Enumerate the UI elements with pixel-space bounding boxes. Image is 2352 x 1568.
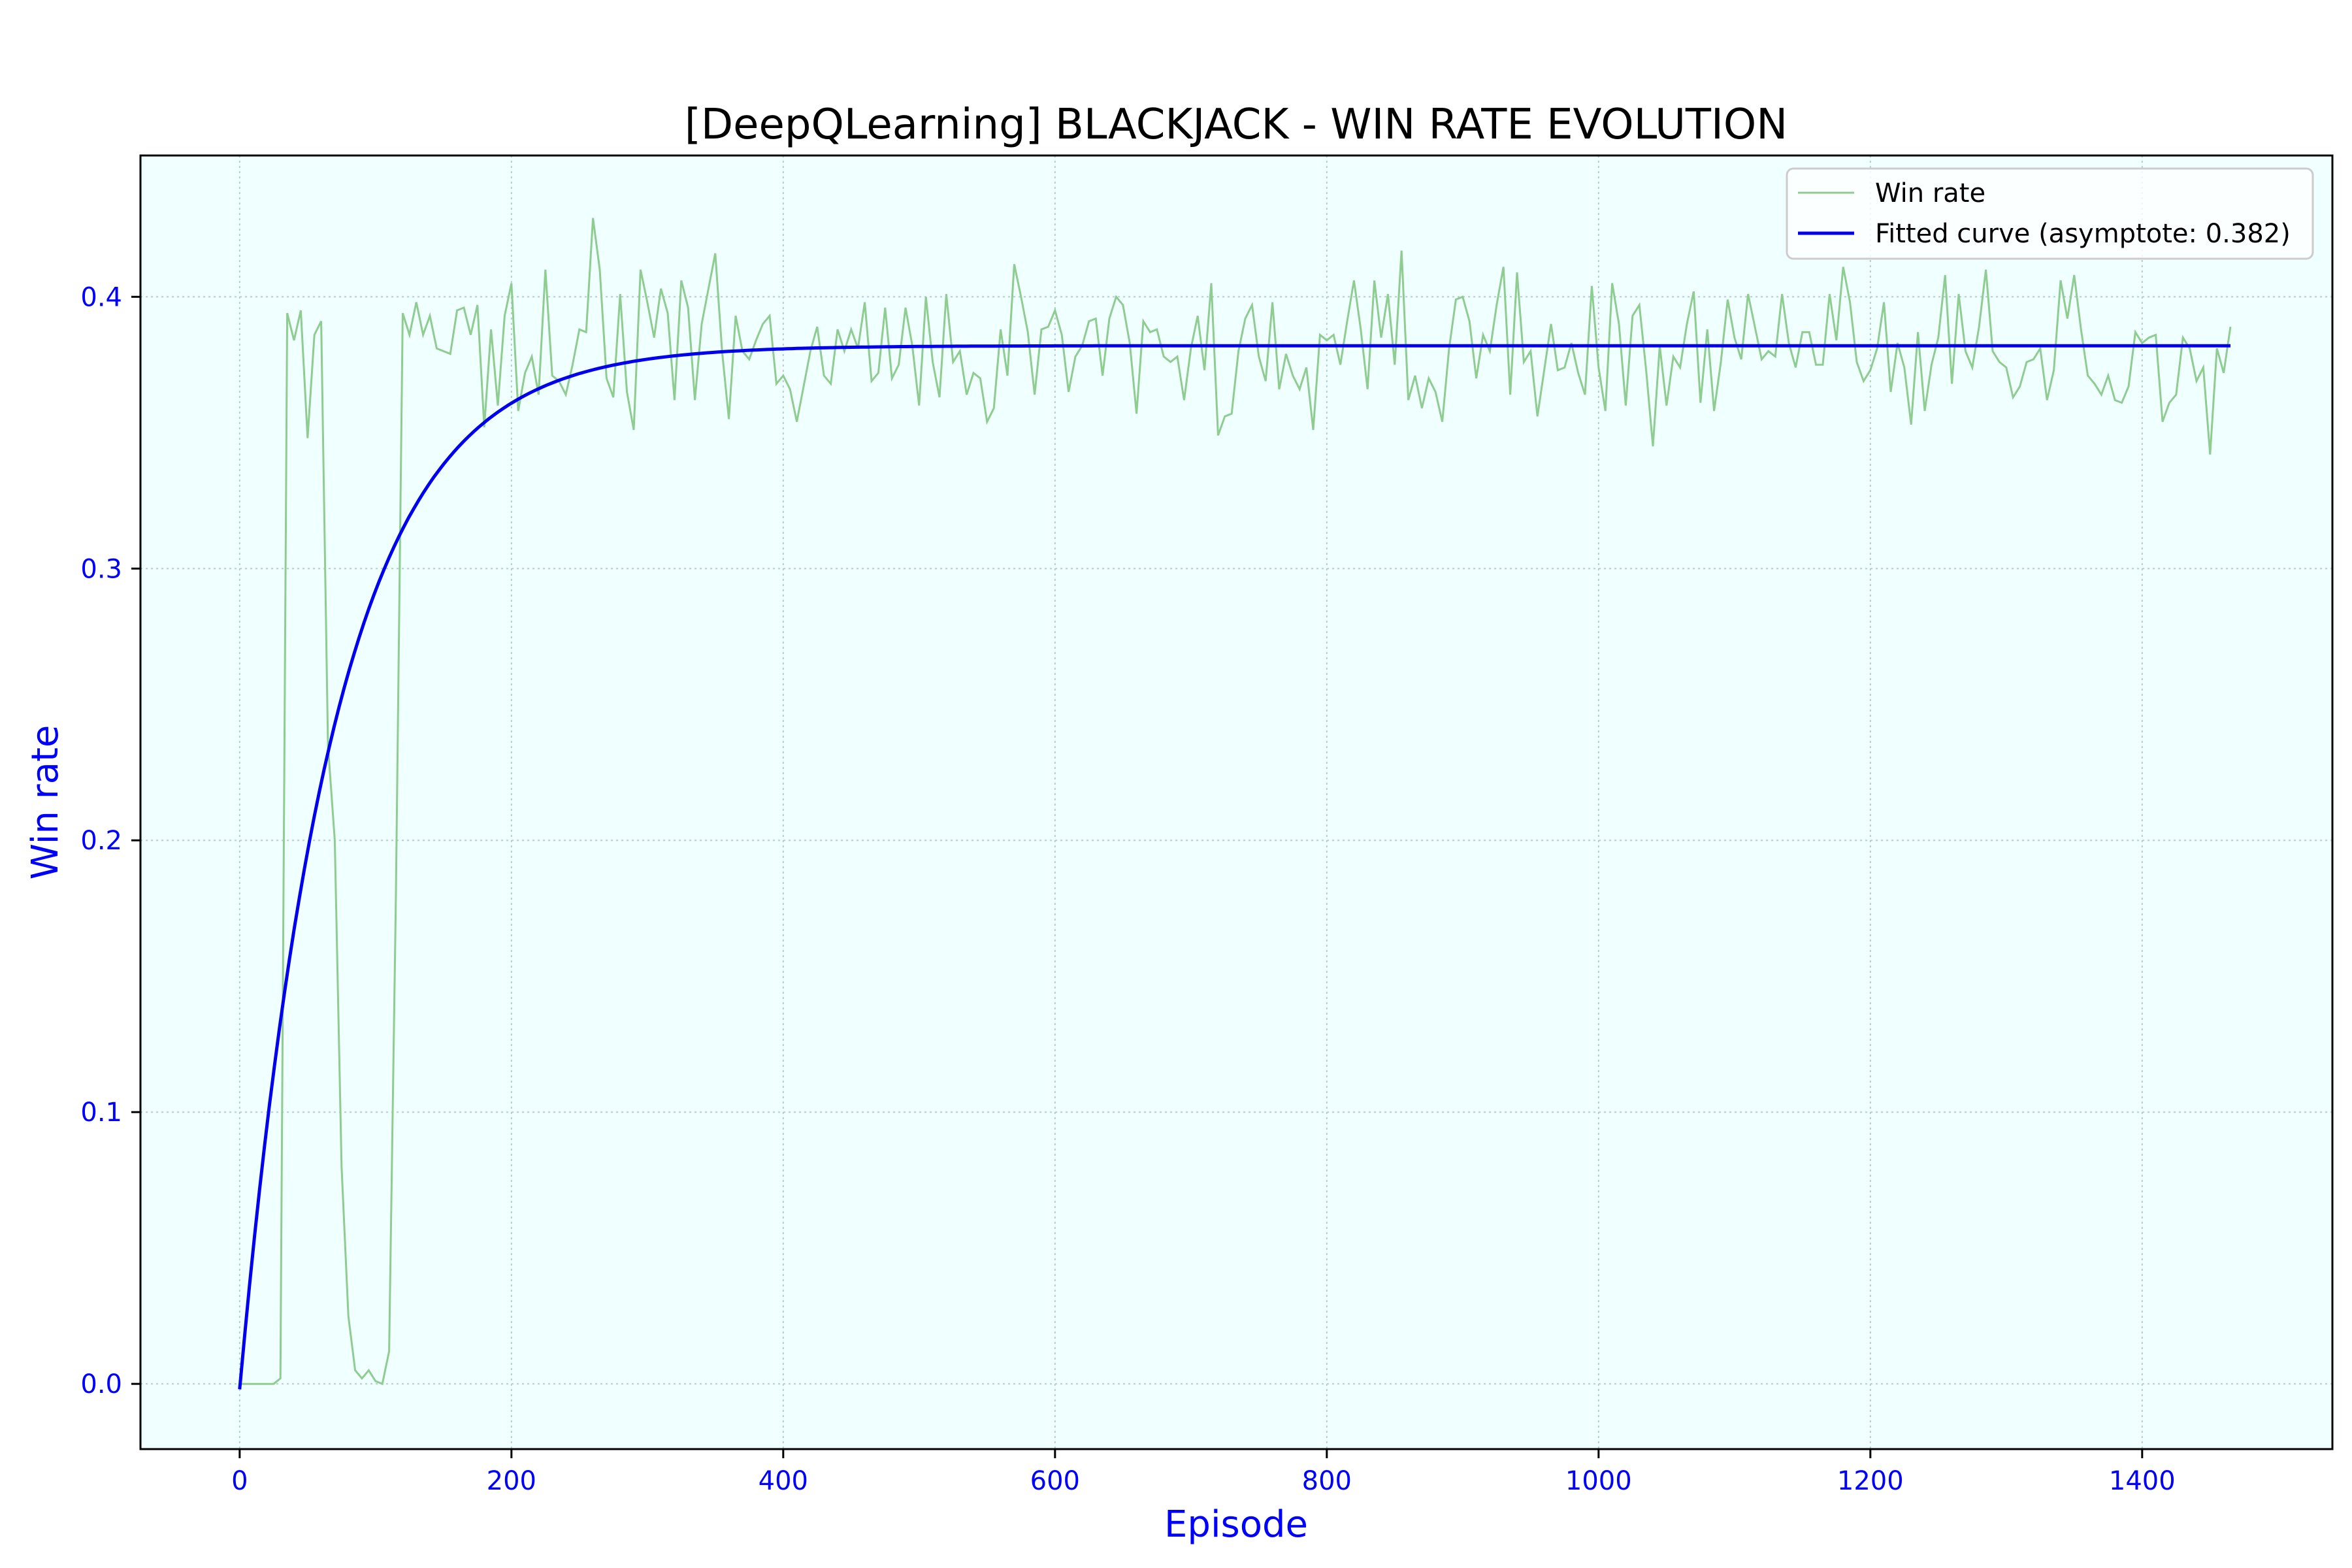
y-axis-label: Win rate xyxy=(24,725,67,880)
y-tick-label: 0.2 xyxy=(80,826,122,856)
chart-title: [DeepQLearning] BLACKJACK - WIN RATE EVO… xyxy=(685,101,1788,149)
legend-label-win-rate: Win rate xyxy=(1875,178,1985,208)
legend: Win rate Fitted curve (asymptote: 0.382) xyxy=(1786,167,2314,260)
x-tick-label: 400 xyxy=(759,1466,808,1496)
y-tick-label: 0.3 xyxy=(80,554,122,584)
x-tick-label: 1200 xyxy=(1837,1466,1904,1496)
x-tick-label: 800 xyxy=(1302,1466,1352,1496)
fitted-curve-line xyxy=(238,344,2230,1390)
x-tick-label: 200 xyxy=(487,1466,536,1496)
y-tick-label: 0.4 xyxy=(80,282,122,312)
axis-ticks: 0 200 400 600 800 1000 1200 1400 0.0 0.1 0.2 0.3 0.4 xyxy=(80,282,2175,1496)
x-axis-label: Episode xyxy=(1164,1503,1308,1546)
x-tick-label: 600 xyxy=(1030,1466,1080,1496)
legend-label-fitted-curve: Fitted curve (asymptote: 0.382) xyxy=(1875,219,2291,249)
y-tick-label: 0.0 xyxy=(80,1369,122,1399)
plot-frame xyxy=(139,154,2334,1450)
x-tick-label: 1400 xyxy=(2109,1466,2176,1496)
x-tick-label: 1000 xyxy=(1565,1466,1632,1496)
series-layer xyxy=(238,218,2232,1390)
plot-area xyxy=(140,155,2332,1449)
legend-box xyxy=(1786,167,2314,260)
y-tick-label: 0.1 xyxy=(80,1098,122,1128)
x-tick-label: 0 xyxy=(231,1466,248,1496)
